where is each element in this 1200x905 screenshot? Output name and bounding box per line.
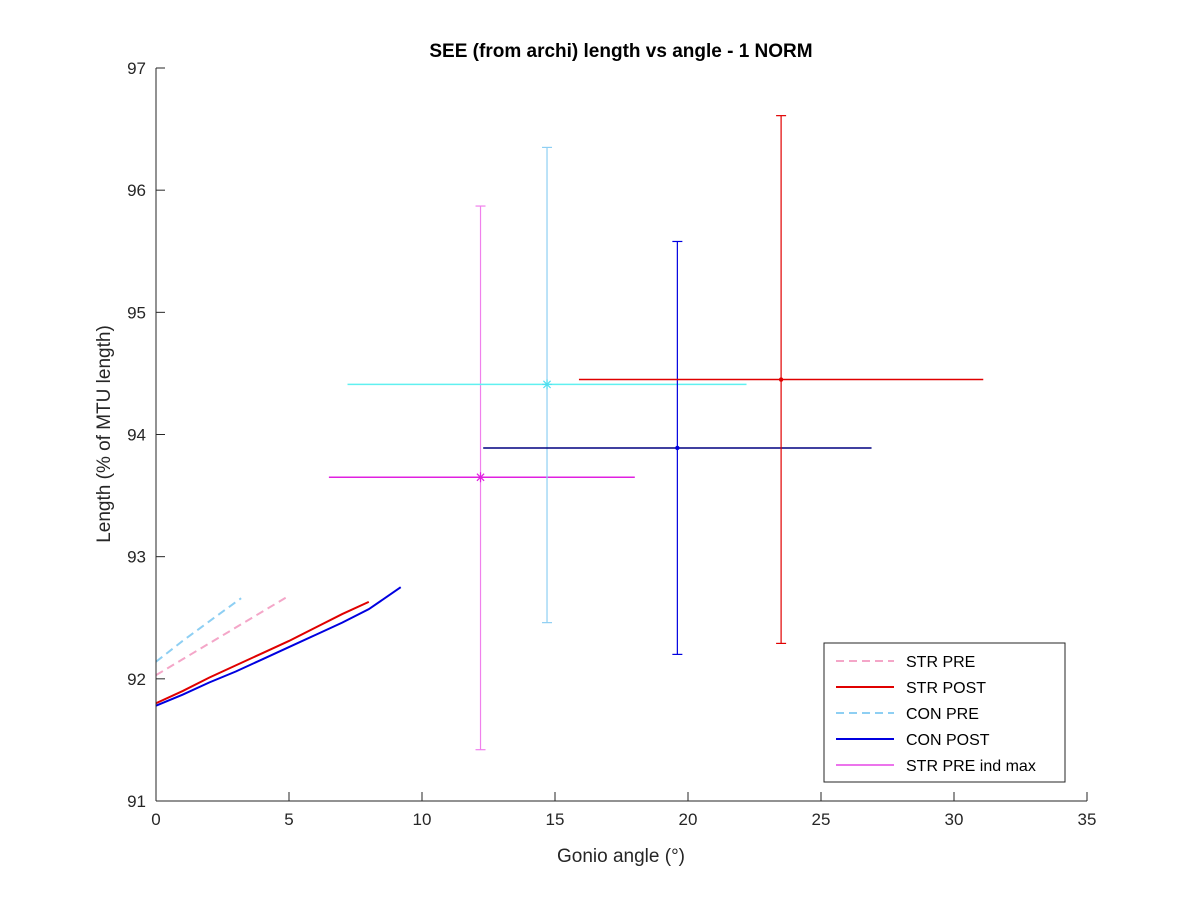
chart-title: SEE (from archi) length vs angle - 1 NOR…: [429, 41, 812, 62]
plot-content: [155, 115, 984, 751]
x-tick-label: 25: [812, 810, 831, 829]
y-tick-label: 94: [127, 426, 146, 445]
dot-marker: [778, 377, 784, 382]
error-cross-2: [347, 146, 747, 624]
x-ticks: 0 5 10 15 20 25 30 35: [151, 792, 1096, 829]
y-tick-label: 97: [127, 59, 146, 78]
legend-label: STR PRE ind max: [906, 758, 1036, 775]
asterisk-marker: [475, 472, 486, 483]
series-line-4: [155, 586, 402, 707]
series-line-2: [155, 600, 370, 705]
legend-label: STR PRE: [906, 654, 975, 671]
legend: STR PRE STR POST CON PRE CON POST STR PRE in…: [823, 642, 1066, 783]
x-tick-label: 0: [151, 810, 160, 829]
series-line-3: [155, 597, 242, 663]
x-tick-label: 15: [546, 810, 565, 829]
x-tick-label: 5: [284, 810, 293, 829]
y-tick-label: 93: [127, 548, 146, 567]
x-tick-label: 10: [413, 810, 432, 829]
asterisk-marker: [542, 379, 553, 390]
legend-label: CON POST: [906, 732, 990, 749]
y-tick-label: 95: [127, 303, 146, 322]
y-axis-label: Length (% of MTU length): [94, 325, 115, 543]
y-tick-label: 96: [127, 181, 146, 200]
error-cross-4: [578, 115, 984, 645]
x-axis-label: Gonio angle (°): [557, 846, 685, 867]
legend-label: CON PRE: [906, 706, 979, 723]
x-tick-label: 35: [1078, 810, 1097, 829]
legend-label: STR POST: [906, 680, 986, 697]
error-cross-1: [328, 205, 635, 751]
x-tick-label: 20: [679, 810, 698, 829]
x-tick-label: 30: [945, 810, 964, 829]
error-cross-3: [483, 240, 872, 656]
y-ticks: 91 92 93 94 95 96 97: [127, 59, 165, 811]
dot-marker: [675, 445, 680, 451]
y-tick-label: 91: [127, 792, 146, 811]
y-tick-label: 92: [127, 670, 146, 689]
